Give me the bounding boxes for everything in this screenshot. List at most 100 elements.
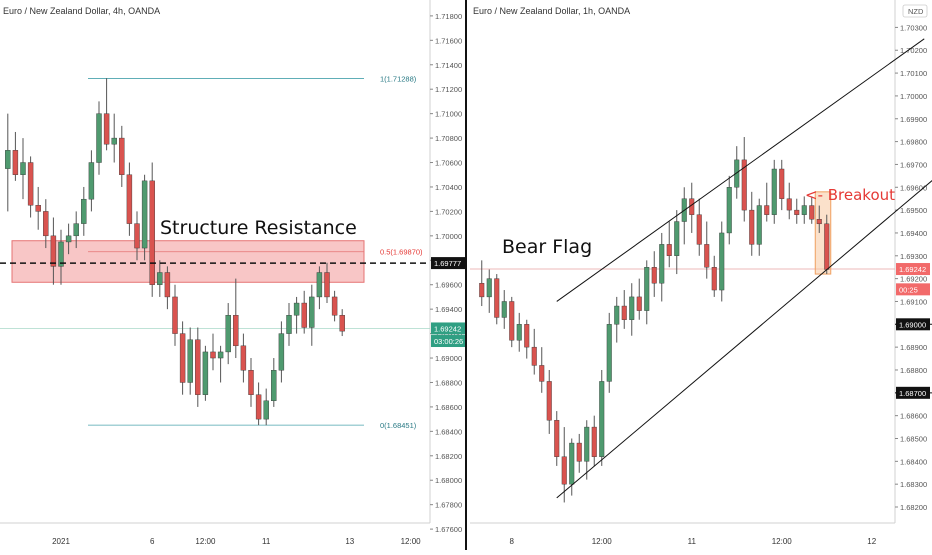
- candle-body: [606, 324, 612, 382]
- x-tick-label: 12:00: [592, 537, 613, 546]
- y-tick-label: 1.69500: [900, 206, 927, 215]
- candle-body: [614, 305, 620, 325]
- candle-body: [524, 324, 530, 348]
- price-badge-bg: [896, 318, 930, 331]
- structure-resistance-zone: [11, 240, 365, 283]
- x-tick-label: 12:00: [772, 537, 793, 546]
- bear-flag-label: Bear Flag: [502, 236, 592, 258]
- candle-body: [271, 370, 277, 402]
- y-tick-label: 1.71400: [435, 61, 462, 70]
- candle-body: [726, 187, 732, 234]
- x-tick-label: 6: [150, 537, 155, 546]
- candle-body: [539, 365, 545, 382]
- candle-body: [741, 159, 747, 211]
- candle-body: [576, 442, 582, 462]
- candle-body: [103, 113, 110, 145]
- candle-body: [225, 315, 231, 353]
- candle-body: [119, 137, 125, 175]
- y-tick-label: 1.69400: [900, 229, 927, 238]
- candle-body: [172, 296, 178, 334]
- candle-body: [554, 420, 560, 457]
- price-badge: 00:25: [899, 285, 918, 294]
- y-tick-label: 1.69200: [900, 275, 927, 284]
- candle-body: [96, 113, 102, 163]
- y-tick-label: 1.68400: [435, 427, 462, 436]
- candle-body: [324, 272, 330, 298]
- candle-body: [696, 214, 702, 245]
- candle-body: [195, 339, 201, 395]
- right-chart-1h[interactable]: 1.68200 1.68300 1.68400 1.68500 1.68600 1.687…: [470, 0, 932, 546]
- y-tick-label: 1.69400: [435, 305, 462, 314]
- candle-body: [501, 301, 507, 318]
- candle-body: [621, 305, 627, 320]
- y-tick-label: 1.69600: [900, 183, 927, 192]
- candle-body: [591, 426, 597, 457]
- candle-body: [43, 211, 49, 237]
- candle-body: [749, 209, 755, 245]
- x-tick-label: 12:00: [401, 537, 422, 546]
- y-tick-label: 1.70800: [435, 134, 462, 143]
- price-badge: 1.69777: [434, 259, 461, 268]
- x-tick-label: 11: [262, 537, 271, 546]
- candle-body: [809, 205, 815, 220]
- y-tick-label: 1.68000: [435, 476, 462, 485]
- y-tick-label: 1.69900: [900, 115, 927, 124]
- x-tick-label: 13: [345, 537, 354, 546]
- candle-body: [233, 315, 239, 347]
- candle-body: [293, 302, 300, 316]
- candle-body: [756, 205, 762, 245]
- y-tick-label: 1.69800: [900, 138, 927, 147]
- candle-body: [81, 198, 87, 224]
- candle-body: [50, 235, 57, 267]
- price-badge-bg: [431, 257, 467, 270]
- candle-body: [286, 315, 292, 334]
- candle-body: [263, 400, 269, 420]
- candle-body: [824, 223, 830, 270]
- candle-body: [35, 205, 41, 212]
- candle-body: [217, 351, 224, 359]
- candle-body: [486, 278, 492, 298]
- candle-body: [339, 315, 345, 332]
- left-chart-4h[interactable]: 1.67600 1.67800 1.68000 1.68200 1.68400 1.686…: [0, 0, 467, 546]
- candle-body: [5, 150, 11, 169]
- x-tick-label: 11: [688, 537, 697, 546]
- candle-body: [248, 370, 254, 395]
- candle-body: [309, 296, 315, 328]
- candle-body: [73, 223, 79, 237]
- channel-lower-line: [556, 180, 932, 499]
- x-tick-label: 8: [510, 537, 515, 546]
- candle-body: [734, 159, 740, 188]
- candle-body: [149, 180, 155, 285]
- y-tick-label: 1.68600: [435, 403, 462, 412]
- candle-body: [764, 205, 770, 215]
- candle-body: [546, 381, 552, 421]
- candle-body: [584, 426, 590, 462]
- candle-body: [801, 205, 807, 215]
- y-tick-label: 1.69300: [900, 252, 927, 261]
- candle-body: [531, 346, 537, 366]
- candle-body: [134, 223, 140, 249]
- candle-body: [179, 333, 186, 383]
- y-tick-label: 1.68300: [900, 480, 927, 489]
- y-tick-label: 1.69700: [900, 160, 927, 169]
- y-tick-label: 1.68900: [900, 343, 927, 352]
- y-tick-label: 1.68800: [900, 366, 927, 375]
- candle-body: [202, 351, 209, 395]
- candle-body: [20, 162, 26, 175]
- y-tick-label: 1.70600: [435, 159, 462, 168]
- y-tick-label: 1.71200: [435, 85, 462, 94]
- candle-body: [666, 244, 672, 256]
- candle-body: [331, 296, 338, 316]
- fib-level-label: 0(1.68451): [380, 421, 417, 430]
- candle-body: [65, 235, 72, 243]
- candle-body: [516, 324, 522, 341]
- candle-body: [636, 296, 642, 311]
- currency-badge: NZD: [908, 7, 924, 16]
- candle-body: [316, 272, 323, 298]
- x-tick-label: 2021: [52, 537, 70, 546]
- y-tick-label: 1.69100: [900, 297, 927, 306]
- structure-resistance-label: Structure Resistance: [160, 217, 357, 239]
- candle-body: [494, 278, 500, 318]
